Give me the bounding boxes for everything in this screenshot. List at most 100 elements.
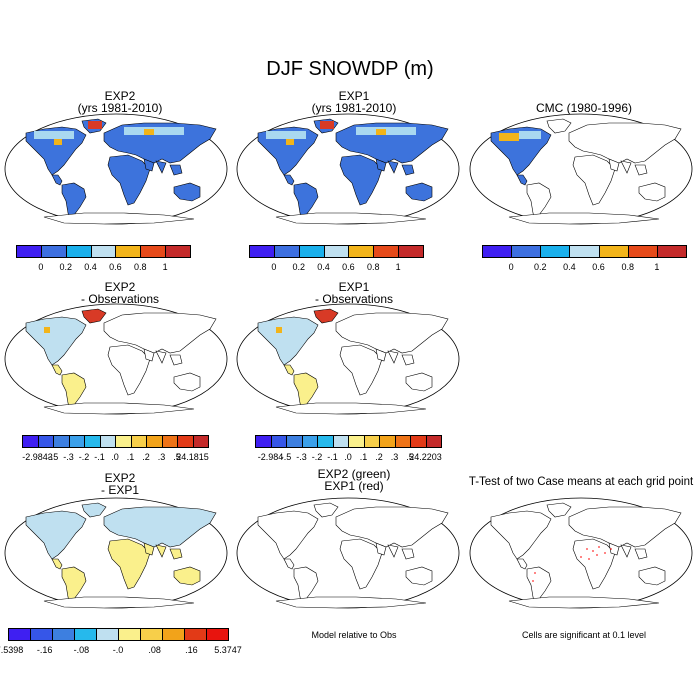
continent-namerica [490, 510, 552, 560]
significant-cell [580, 556, 582, 558]
colorbar-box [394, 435, 411, 448]
footer-significance: Cells are significant at 0.1 level [521, 630, 647, 640]
continent-antarctica [508, 596, 660, 609]
continent-seasia [401, 164, 415, 176]
colorbar-box [511, 245, 542, 258]
colorbar-label: 1 [162, 262, 168, 272]
colorbar-label: -.5 [47, 452, 59, 462]
colorbar-box [192, 435, 209, 448]
continent-eurasia [568, 506, 682, 548]
continent-greenland [81, 308, 107, 324]
colorbar-label: -.16 [36, 645, 53, 655]
colorbar-label: 1 [654, 262, 660, 272]
continent-india [620, 544, 632, 558]
colorbar-label: -.2 [311, 452, 323, 462]
main-title: DJF SNOWDP (m) [266, 58, 434, 80]
colorbar-box [8, 628, 31, 641]
continent-australia [405, 372, 433, 392]
significant-cell [588, 558, 590, 560]
continent-seasia [169, 548, 183, 560]
continent-arabia [375, 348, 387, 362]
map-green-red [236, 497, 460, 609]
continent-camerica [283, 174, 295, 186]
colorbar-box [40, 245, 67, 258]
colorbar-box [84, 435, 101, 448]
continent-australia [405, 182, 433, 202]
colorbar-label: 0.4 [84, 262, 97, 272]
panel-title-ttest: T-Test of two Case means at each grid po… [468, 476, 694, 488]
continent-africa [572, 538, 616, 590]
panel-title-green-red: EXP2 (green) EXP1 (red) [317, 467, 391, 493]
colorbar-box [598, 245, 629, 258]
continent-antarctica [275, 596, 427, 609]
snow-patch [266, 131, 306, 139]
colorbar-label: -2.984 [257, 452, 284, 462]
continent-antarctica [43, 596, 195, 609]
colorbar-label: 0.8 [134, 262, 147, 272]
continent-seasia [634, 548, 648, 560]
significant-cell [586, 548, 588, 550]
continent-camerica [283, 558, 295, 570]
continent-arabia [375, 158, 387, 172]
significant-cell [532, 580, 534, 582]
continent-eurasia [335, 312, 449, 354]
colorbar-label: 24.2203 [409, 452, 442, 462]
continent-australia [638, 566, 666, 586]
continent-australia [638, 182, 666, 202]
map-ttest [469, 497, 693, 609]
continent-eurasia [568, 122, 682, 164]
map-exp2-exp1 [4, 497, 228, 609]
colorbar-label: .5 [173, 452, 181, 462]
colorbar-box [161, 435, 178, 448]
significant-cell [604, 552, 606, 554]
colorbar-box [130, 435, 147, 448]
colorbar-label: .3 [157, 452, 166, 462]
colorbar-box [184, 628, 207, 641]
colorbar-box [348, 435, 365, 448]
colorbar-box [273, 245, 300, 258]
colorbar-box [165, 245, 191, 258]
colorbar-box [52, 628, 75, 641]
continent-australia [173, 372, 201, 392]
colorbar-box [53, 435, 70, 448]
colorbar-box [317, 435, 334, 448]
colorbar-box [398, 245, 424, 258]
colorbar-label: .0 [344, 452, 352, 462]
colorbar-box [270, 435, 287, 448]
colorbar-label: 24.1815 [176, 452, 209, 462]
colorbar-label: -7.5398 [0, 645, 24, 655]
snow-patch [519, 131, 541, 139]
map-exp2-obs [4, 303, 228, 415]
continent-greenland [81, 502, 107, 518]
continent-camerica [51, 174, 63, 186]
continent-india [387, 160, 399, 174]
continent-australia [405, 566, 433, 586]
continent-india [155, 544, 167, 558]
continent-arabia [143, 542, 155, 556]
colorbar-label: -.2 [78, 452, 90, 462]
colorbar-box [68, 435, 85, 448]
continent-seasia [634, 164, 648, 176]
continent-camerica [283, 364, 295, 376]
colorbar-label: 0.8 [367, 262, 380, 272]
colorbar-label: 0.6 [342, 262, 355, 272]
continent-arabia [143, 348, 155, 362]
continent-india [387, 350, 399, 364]
colorbar-label: -.0 [112, 645, 124, 655]
panel-title-exp1-obs: EXP1 - Observations [314, 280, 394, 306]
colorbar-box [37, 435, 54, 448]
colorbar-box [146, 435, 163, 448]
continent-india [155, 350, 167, 364]
colorbar-label: .2 [142, 452, 150, 462]
continent-antarctica [508, 212, 660, 225]
snow-patch [320, 121, 334, 129]
colorbar-label: 0.4 [317, 262, 330, 272]
colorbar-box [115, 435, 132, 448]
continent-australia [173, 566, 201, 586]
map-exp1-obs [236, 303, 460, 415]
colorbar-box [30, 628, 53, 641]
footer-model-relative: Model relative to Obs [311, 630, 397, 640]
colorbar-label: -.1 [94, 452, 105, 462]
continent-arabia [608, 542, 620, 556]
continent-greenland [546, 118, 572, 134]
